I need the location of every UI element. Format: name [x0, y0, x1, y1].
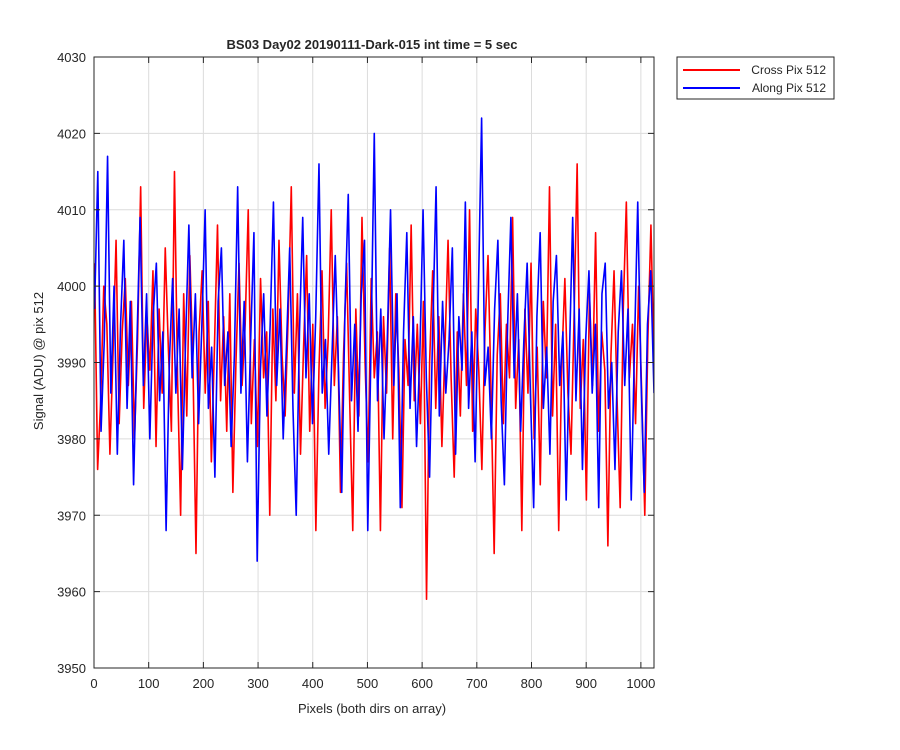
- x-tick-label: 600: [411, 676, 433, 691]
- x-tick-label: 400: [302, 676, 324, 691]
- series-line-cross-pix-512: [94, 163, 654, 601]
- x-tick-label: 800: [521, 676, 543, 691]
- legend-box: [676, 56, 835, 100]
- y-ticks: 3950 3960 3970 3980 3990 4000 4010 4020 4030: [57, 50, 654, 676]
- series-line-along-pix-512: [94, 117, 654, 562]
- y-tick-label: 3980: [57, 432, 86, 447]
- series-layer: [94, 117, 654, 601]
- x-ticks: 0 100 200 300 400 500 600 700 800 900 1000: [90, 57, 655, 691]
- y-tick-label: 3960: [57, 585, 86, 600]
- y-tick-label: 3950: [57, 661, 86, 676]
- legend-label-cross: Cross Pix 512: [751, 63, 826, 77]
- x-tick-label: 0: [90, 676, 97, 691]
- x-tick-label: 100: [138, 676, 160, 691]
- x-tick-label: 300: [247, 676, 269, 691]
- x-axis-label: Pixels (both dirs on array): [298, 701, 446, 716]
- chart-title: BS03 Day02 20190111-Dark-015 int time = …: [227, 37, 518, 52]
- y-axis-label: Signal (ADU) @ pix 512: [31, 292, 46, 430]
- y-tick-label: 3970: [57, 508, 86, 523]
- y-tick-label: 4010: [57, 203, 86, 218]
- y-tick-label: 4000: [57, 279, 86, 294]
- y-tick-label: 4020: [57, 126, 86, 141]
- legend: Cross Pix 512 Along Pix 512: [676, 56, 835, 100]
- y-tick-label: 3990: [57, 356, 86, 371]
- y-tick-label: 4030: [57, 50, 86, 65]
- x-tick-label: 200: [193, 676, 215, 691]
- x-tick-label: 500: [357, 676, 379, 691]
- x-tick-label: 1000: [626, 676, 655, 691]
- legend-label-along: Along Pix 512: [752, 81, 826, 95]
- x-tick-label: 900: [575, 676, 597, 691]
- x-tick-label: 700: [466, 676, 488, 691]
